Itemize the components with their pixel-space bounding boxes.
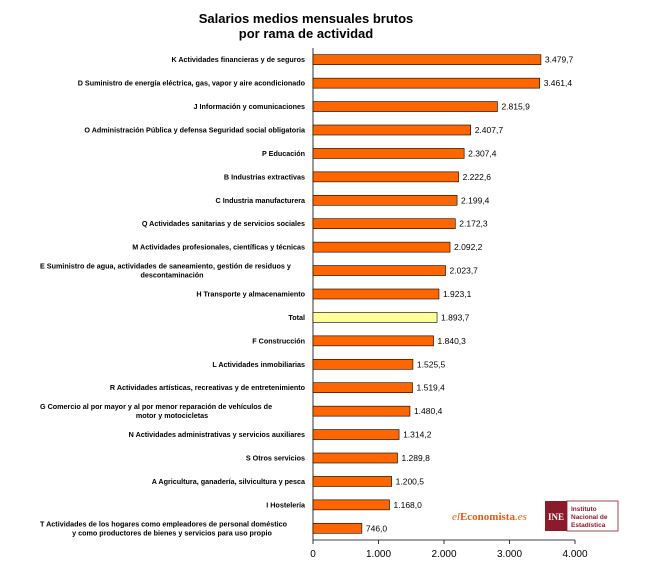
bar-2 — [312, 101, 498, 112]
value-labels: 3.479,7 3.461,4 2.815,9 2.407,7 2.307,4 2.222… — [366, 55, 574, 534]
value-label-19: 1.168,0 — [394, 500, 423, 510]
category-label-19-0: I Hostelería — [266, 500, 306, 509]
eleconomista-logo: elEconomista.es — [452, 511, 527, 523]
bar-16 — [312, 429, 400, 440]
category-label-20-1: y como productores de bienes y servicios… — [72, 528, 272, 537]
bar-6 — [312, 194, 458, 206]
bar-9 — [312, 265, 446, 276]
category-label-18-0: A Agricultura, ganadería, silvicultura y… — [152, 477, 306, 486]
value-label-18: 1.200,5 — [396, 476, 425, 486]
category-label-9-1: descontaminación — [140, 271, 203, 280]
category-label-17-0: S Otros servicios — [246, 454, 305, 463]
ine-logo-line2: Nacional de — [571, 514, 608, 521]
value-label-10: 1.923,1 — [443, 289, 472, 299]
category-label-8-0: M Actividades profesionales, científicas… — [132, 243, 305, 252]
category-label-6-0: C Industria manufacturera — [216, 196, 306, 205]
ine-logo-line1: Instituto — [571, 506, 597, 513]
logo-es-text: .es — [515, 511, 527, 523]
value-label-2: 2.815,9 — [501, 102, 530, 112]
bar-12 — [312, 335, 434, 347]
category-labels: K Actividades financieras y de seguros D … — [40, 55, 306, 537]
bar-4 — [312, 148, 465, 159]
category-label-1-0: D Suministro de energía eléctrica, gas, … — [78, 79, 306, 88]
logo-el-text: el — [452, 511, 460, 523]
bar-10 — [312, 288, 440, 300]
value-label-14: 1.519,4 — [417, 383, 446, 393]
category-label-15-0: G Comercio al por mayor y al por menor r… — [40, 402, 272, 411]
x-axis: 0 1.000 2.000 3.000 4.000 — [310, 539, 588, 560]
value-label-9: 2.023,7 — [450, 266, 479, 276]
category-label-4-0: P Educación — [262, 149, 305, 158]
value-label-8: 2.092,2 — [454, 242, 483, 252]
value-label-0: 3.479,7 — [545, 55, 574, 65]
value-label-12: 1.840,3 — [438, 336, 467, 346]
bar-5 — [312, 171, 459, 183]
logo-economista-text: Economista — [460, 511, 516, 523]
category-label-10-0: H Transporte y almacenamiento — [196, 290, 305, 299]
bar-20 — [312, 522, 363, 534]
value-label-5: 2.222,6 — [463, 172, 492, 182]
bar-3 — [312, 124, 472, 136]
category-label-13-0: L Actividades inmobiliarias — [212, 360, 305, 369]
value-label-11: 1.893,7 — [441, 312, 470, 322]
x-tick-label-4: 4.000 — [562, 549, 587, 560]
ine-logo: INE Instituto Nacional de Estadística — [545, 500, 619, 532]
category-label-5-0: B Industrias extractivas — [224, 172, 305, 181]
ine-logo-mark — [545, 501, 567, 531]
value-label-13: 1.525,5 — [417, 359, 446, 369]
bar-19 — [312, 499, 390, 511]
category-label-11-0: Total — [288, 313, 305, 322]
ine-logo-frame — [566, 500, 619, 532]
category-label-9-0: E Suministro de agua, actividades de san… — [40, 262, 291, 271]
x-tick-label-0: 0 — [310, 549, 316, 560]
chart-title-line2: por rama de actividad — [239, 26, 373, 41]
value-label-4: 2.307,4 — [468, 148, 497, 158]
value-label-1: 3.461,4 — [544, 78, 573, 88]
value-label-17: 1.289,8 — [401, 453, 430, 463]
x-tick-label-2: 2.000 — [431, 549, 456, 560]
bar-1 — [312, 77, 541, 89]
bar-11 — [312, 312, 438, 323]
category-label-12-0: F Construcción — [252, 336, 305, 345]
value-label-20: 746,0 — [366, 523, 388, 533]
bar-14 — [312, 382, 413, 394]
category-label-15-1: motor y motocicletas — [136, 411, 208, 420]
ine-logo-mark-text: INE — [548, 512, 564, 522]
category-label-3-0: O Administración Pública y defensa Segur… — [84, 126, 306, 135]
category-label-0-0: K Actividades financieras y de seguros — [171, 55, 305, 64]
chart-title-line1: Salarios medios mensuales brutos — [199, 11, 414, 26]
value-label-7: 2.172,3 — [459, 219, 488, 229]
bar-series — [312, 54, 542, 534]
x-tick-label-1: 1.000 — [366, 549, 391, 560]
value-label-3: 2.407,7 — [475, 125, 504, 135]
value-label-16: 1.314,2 — [403, 430, 432, 440]
value-label-15: 1.480,4 — [414, 406, 443, 416]
x-tick-label-3: 3.000 — [497, 549, 522, 560]
category-label-2-0: J Información y comunicaciones — [194, 102, 305, 111]
category-label-20-0: T Actividades de los hogares como emplea… — [40, 519, 288, 528]
bar-8 — [312, 241, 451, 253]
bar-13 — [312, 358, 414, 370]
ine-logo-line3: Estadística — [571, 522, 606, 529]
svg-text:elEconomista.es: elEconomista.es — [452, 511, 527, 523]
category-label-7-0: Q Actividades sanitarias y de servicios … — [142, 219, 305, 228]
bar-15 — [312, 405, 411, 417]
category-label-14-0: R Actividades artísticas, recreativas y … — [110, 383, 306, 392]
category-label-16-0: N Actividades administrativas y servicio… — [129, 430, 305, 439]
bar-17 — [312, 452, 398, 464]
bar-7 — [312, 218, 456, 230]
value-label-6: 2.199,4 — [461, 195, 490, 205]
bar-0 — [312, 54, 542, 66]
bar-18 — [312, 476, 392, 487]
